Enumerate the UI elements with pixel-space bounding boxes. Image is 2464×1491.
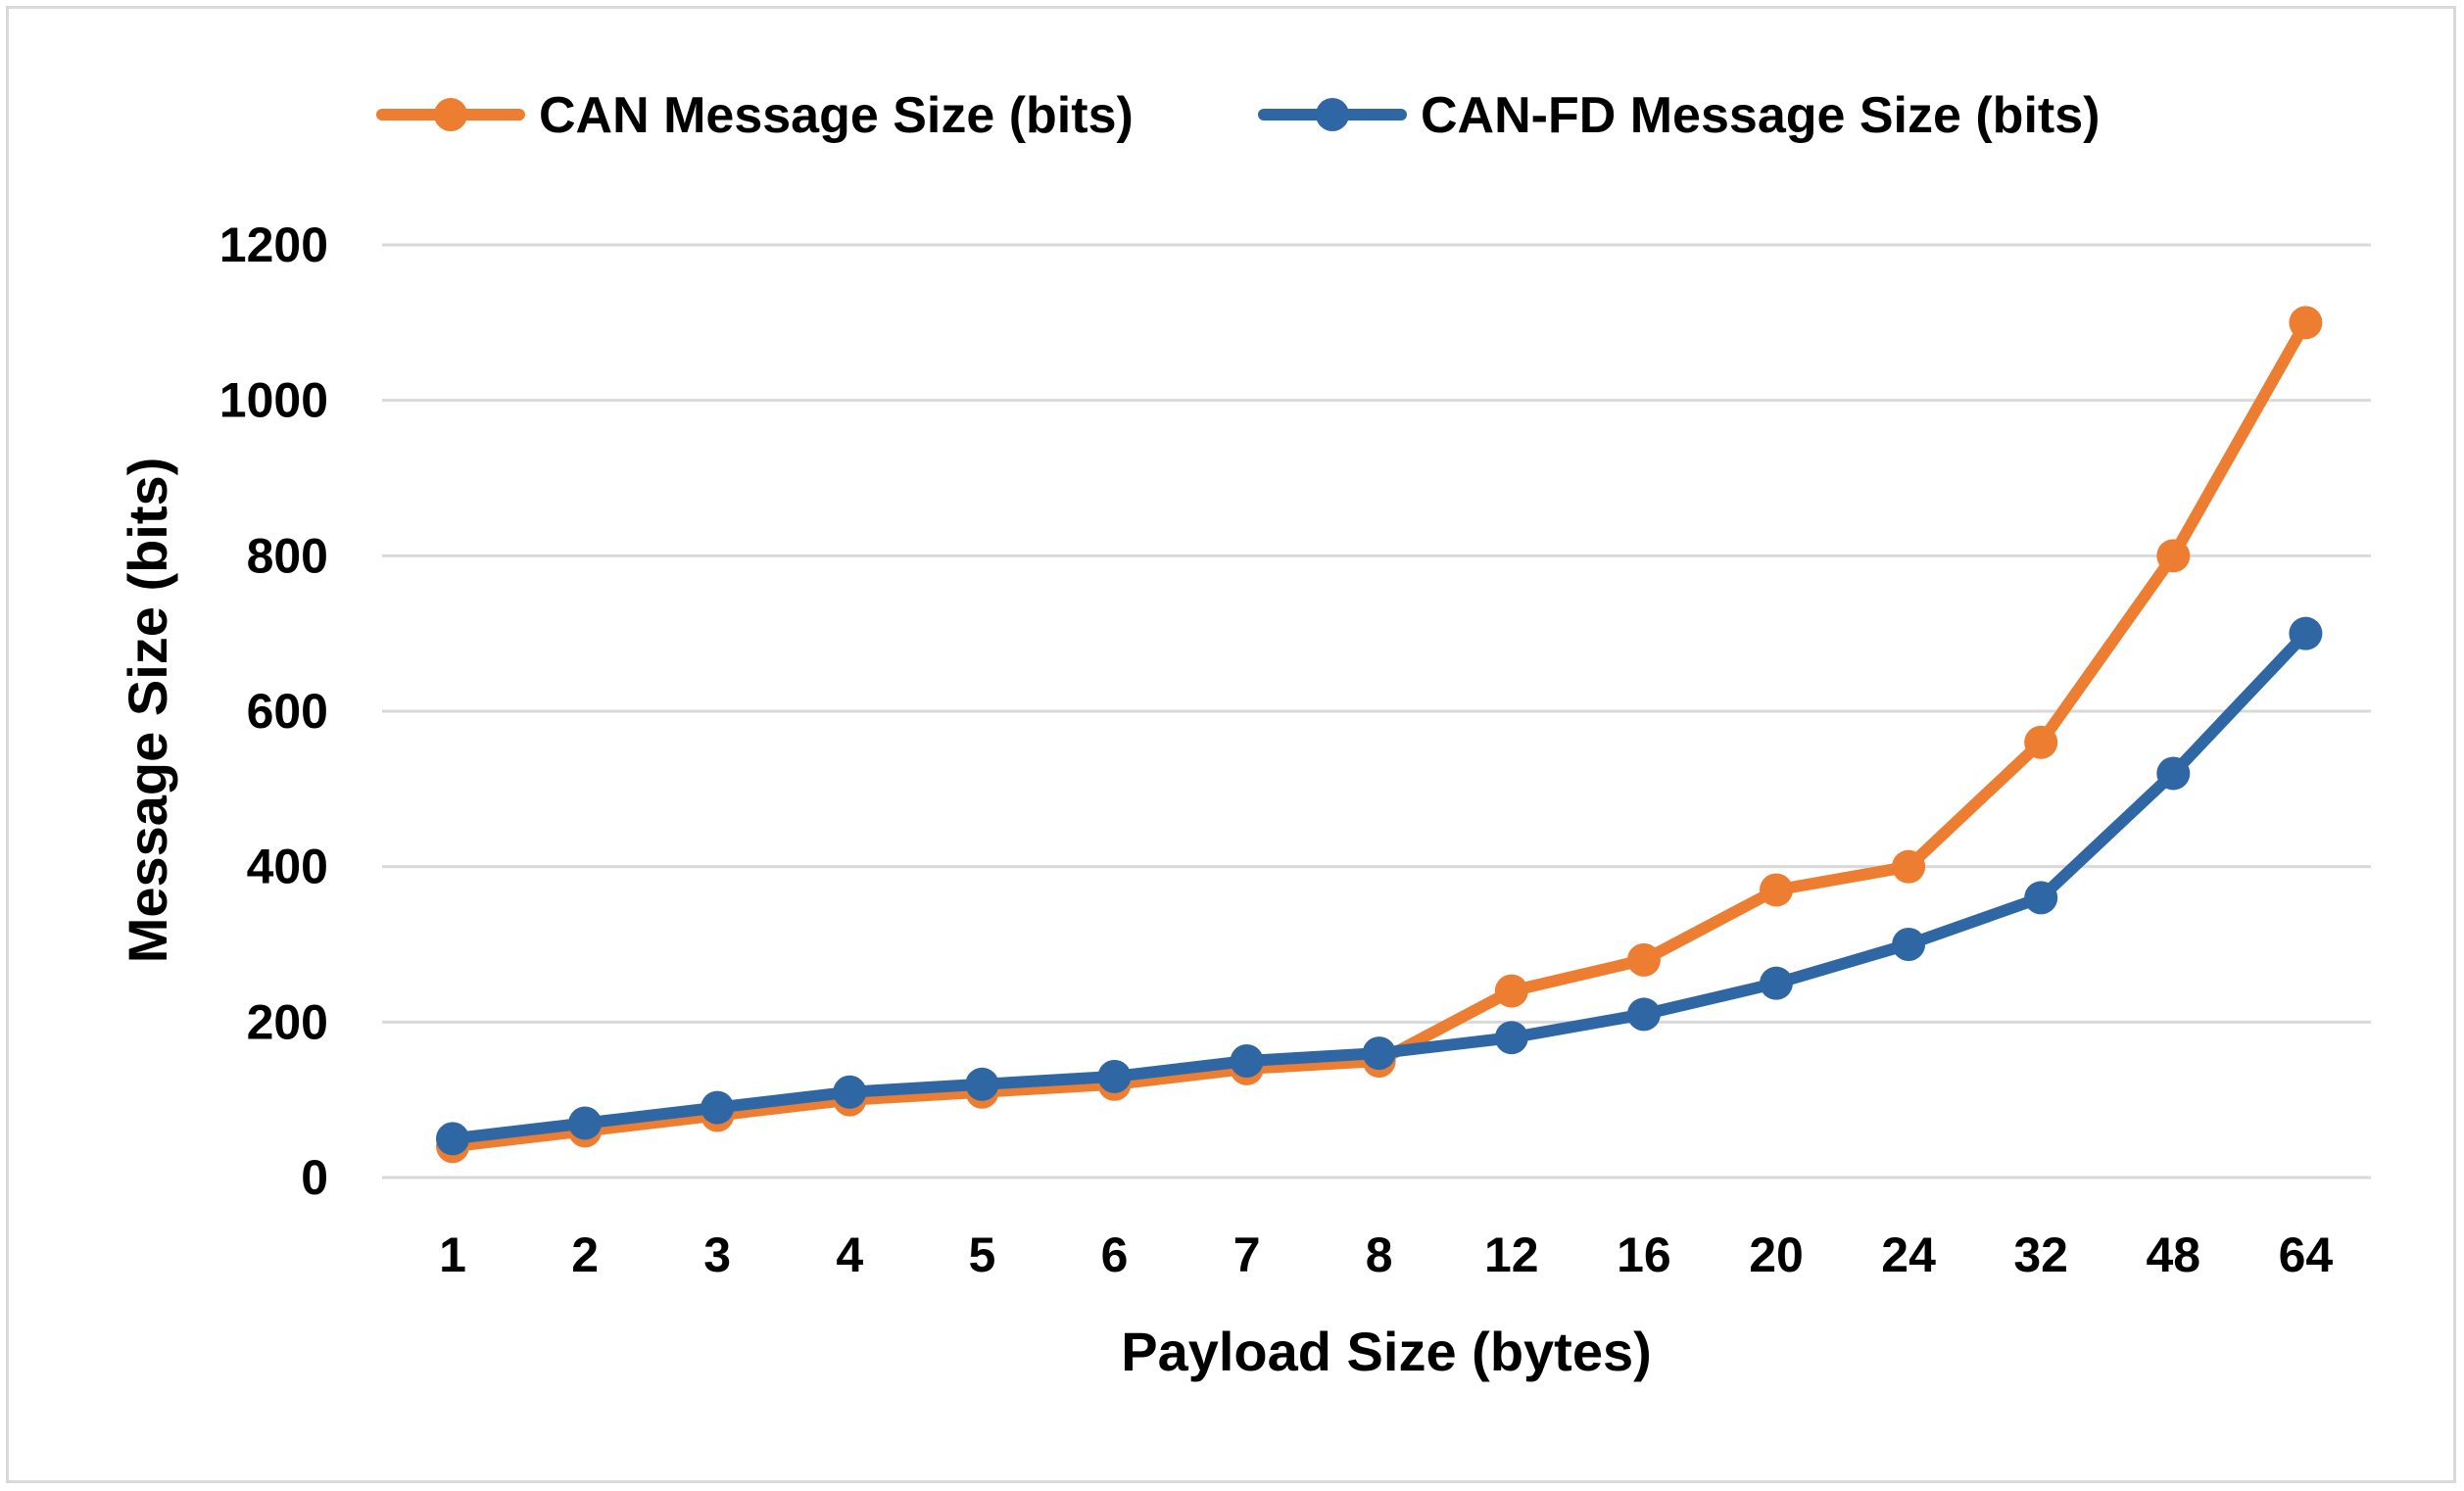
x-tick-label: 24 — [1881, 1227, 1936, 1282]
series-1 — [436, 616, 2323, 1156]
y-tick-label: 800 — [247, 528, 328, 583]
legend-label-can: CAN Message Size (bits) — [539, 87, 1134, 144]
x-tick-label: 5 — [968, 1227, 995, 1282]
series-lines — [436, 306, 2323, 1164]
x-tick-label: 7 — [1233, 1227, 1261, 1282]
data-point — [436, 1122, 469, 1156]
x-tick-label: 4 — [836, 1227, 863, 1282]
gridlines — [382, 243, 2371, 1179]
x-tick-label: 12 — [1484, 1227, 1539, 1282]
data-point — [1362, 1036, 1396, 1071]
data-point — [1494, 1021, 1528, 1055]
data-point — [2156, 756, 2191, 791]
y-tick-label: 200 — [247, 994, 328, 1049]
data-point — [965, 1067, 999, 1101]
legend-item-can: CAN Message Size (bits) — [376, 87, 1134, 144]
x-tick-label: 3 — [703, 1227, 731, 1282]
data-point — [1626, 942, 1661, 977]
data-point — [701, 1090, 735, 1125]
y-tick-label: 600 — [247, 684, 328, 739]
data-point — [2289, 616, 2323, 650]
data-point — [1230, 1044, 1264, 1078]
x-tick-label: 8 — [1366, 1227, 1393, 1282]
y-tick-label: 0 — [301, 1150, 328, 1205]
data-point — [2289, 306, 2323, 340]
data-point — [2156, 539, 2191, 573]
y-tick-label: 1000 — [219, 373, 328, 428]
x-tick-label: 48 — [2146, 1227, 2200, 1282]
series-0 — [436, 306, 2323, 1164]
data-point — [1760, 873, 1793, 907]
data-point — [1097, 1059, 1132, 1093]
y-axis-title: Message Size (bits) — [117, 457, 178, 964]
data-point — [1494, 974, 1528, 1008]
x-tick-label: 1 — [439, 1227, 466, 1282]
data-point — [1892, 849, 1926, 884]
data-point — [833, 1075, 867, 1109]
x-tick-label: 20 — [1749, 1227, 1804, 1282]
data-point — [2024, 881, 2058, 915]
x-axis-title: Payload Size (bytes) — [1121, 1321, 1652, 1382]
legend-marker-can — [434, 98, 467, 131]
x-tick-label: 2 — [571, 1227, 599, 1282]
data-point — [1892, 928, 1926, 961]
data-point — [2024, 725, 2058, 759]
x-tick-label: 16 — [1617, 1227, 1671, 1282]
y-axis-ticks: 0 200 400 600 800 1000 1200 — [219, 217, 328, 1205]
data-point — [568, 1106, 603, 1140]
legend-item-canfd: CAN-FD Message Size (bits) — [1258, 87, 2100, 144]
data-point — [1626, 997, 1661, 1032]
x-axis-ticks: 1 2 3 4 5 6 7 8 12 16 20 24 32 48 64 — [439, 1227, 2333, 1282]
legend-label-canfd: CAN-FD Message Size (bits) — [1421, 87, 2100, 144]
y-tick-label: 400 — [247, 840, 328, 894]
y-tick-label: 1200 — [219, 217, 328, 272]
x-tick-label: 32 — [2013, 1227, 2068, 1282]
data-point — [1760, 966, 1793, 1000]
legend: CAN Message Size (bits) CAN-FD Message S… — [376, 87, 2100, 144]
x-tick-label: 6 — [1101, 1227, 1129, 1282]
legend-marker-canfd — [1316, 98, 1349, 131]
x-tick-label: 64 — [2279, 1227, 2334, 1282]
